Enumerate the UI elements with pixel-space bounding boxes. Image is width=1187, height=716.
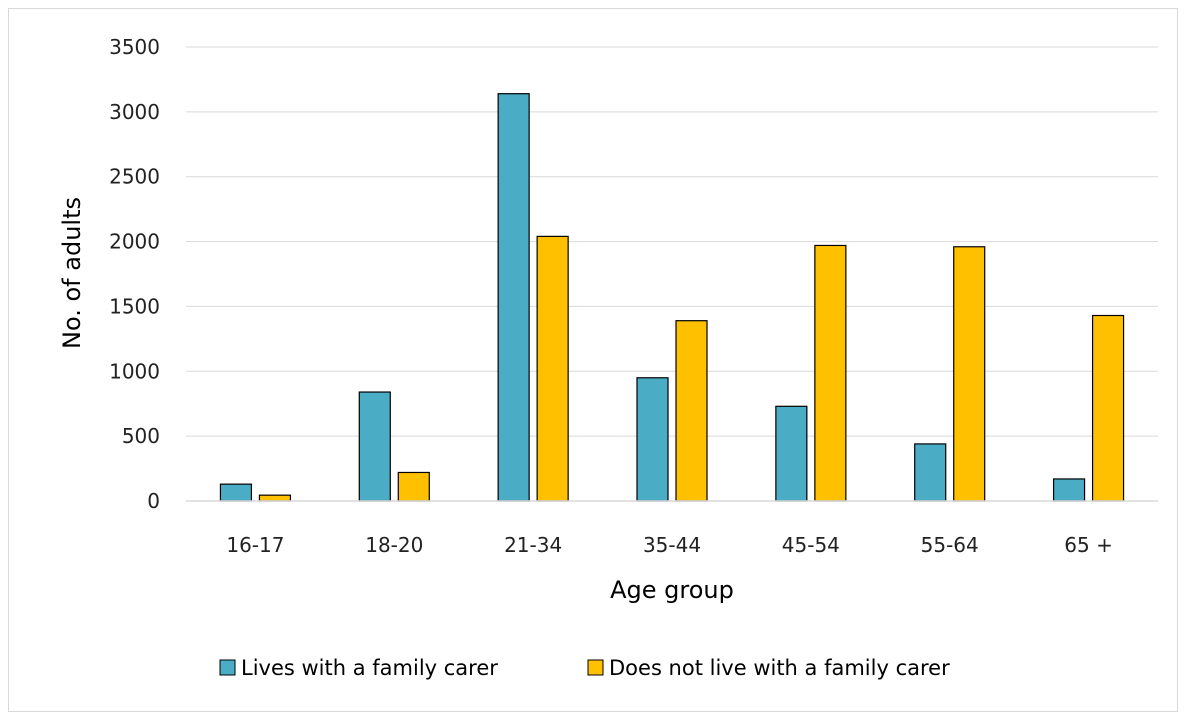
x-axis-ticks: 16-17 18-20 21-34 35-44 45-54 55-64 65 + — [226, 533, 1112, 557]
legend: Lives with a family carer Does not live w… — [219, 656, 950, 680]
bar-lives-with-carer — [358, 391, 391, 502]
y-tick-label: 1500 — [109, 294, 160, 318]
legend-swatch — [219, 659, 236, 676]
x-tick-label: 35-44 — [643, 533, 701, 557]
bar-not-living-with-carer — [536, 235, 569, 502]
bar-not-living-with-carer — [814, 244, 847, 502]
y-tick-label: 3000 — [109, 100, 160, 124]
bar-lives-with-carer — [775, 405, 808, 502]
legend-swatch — [587, 659, 604, 676]
y-tick-label: 2000 — [109, 230, 160, 254]
y-axis-ticks: 0 500 1000 1500 2000 2500 3000 3500 — [109, 35, 160, 513]
y-tick-label: 0 — [147, 489, 160, 513]
y-tick-label: 1000 — [109, 359, 160, 383]
bar-not-living-with-carer — [675, 320, 708, 502]
y-tick-label: 2500 — [109, 165, 160, 189]
x-axis-title: Age group — [610, 576, 734, 604]
bar-lives-with-carer — [1052, 478, 1086, 502]
legend-label: Lives with a family carer — [241, 656, 498, 680]
x-tick-label: 18-20 — [365, 533, 423, 557]
bar-not-living-with-carer — [258, 494, 292, 502]
x-tick-label: 45-54 — [782, 533, 840, 557]
bar-lives-with-carer — [914, 443, 947, 502]
gridlines — [186, 46, 1158, 437]
y-tick-label: 3500 — [109, 35, 160, 59]
x-tick-label: 16-17 — [226, 533, 284, 557]
y-tick-label: 500 — [122, 424, 160, 448]
x-tick-label: 65 + — [1064, 533, 1113, 557]
y-axis-title: No. of adults — [58, 197, 86, 349]
x-tick-label: 55-64 — [921, 533, 979, 557]
legend-label: Does not live with a family carer — [609, 656, 950, 680]
bar-not-living-with-carer — [953, 246, 986, 502]
bar-lives-with-carer — [497, 93, 530, 502]
x-tick-label: 21-34 — [504, 533, 562, 557]
bar-lives-with-carer — [636, 377, 669, 502]
bars — [219, 93, 1125, 502]
bar-not-living-with-carer — [1091, 314, 1125, 502]
bar-lives-with-carer — [219, 483, 253, 502]
bar-not-living-with-carer — [397, 471, 430, 502]
